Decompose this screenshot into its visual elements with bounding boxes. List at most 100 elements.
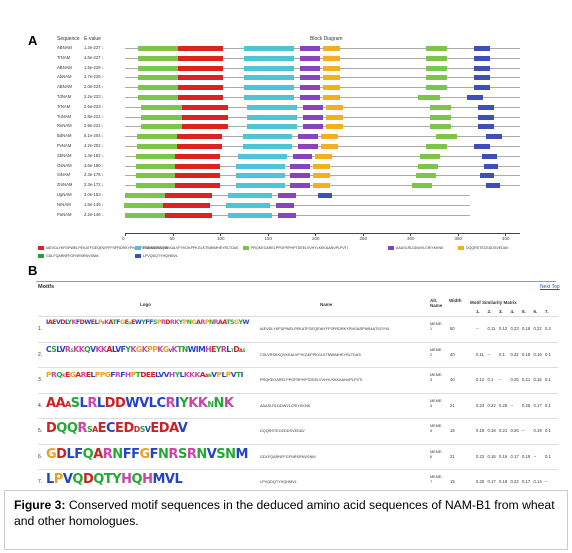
evalue: 5.1e-204 ↓ (84, 133, 104, 139)
similarity-matrix-header: Motif Similarity Matrix (470, 300, 517, 305)
motif-block (138, 95, 178, 100)
motif-number: 4. (38, 402, 43, 409)
motif-block (300, 46, 320, 51)
caption-text: Conserved motif sequences in the deduced… (14, 498, 555, 528)
motif-block (182, 114, 228, 120)
legend-swatch (388, 246, 394, 250)
motif-logo: AAASLRLDDWVLCRIYKKNNK (46, 395, 234, 411)
legend-text: PRQKEGARELPPGFRPHPTDEELVVHYLKKKAANVPLPVT… (251, 246, 348, 250)
evalue: 1.5e-228 ↓ (84, 64, 104, 70)
similarity-value: 0.21 (499, 428, 508, 433)
motif-block (276, 202, 294, 208)
table-top-rule (36, 281, 556, 282)
similarity-value: 0.12 (499, 326, 508, 331)
evalue: 2.3e-176 ↓ (84, 172, 104, 178)
motif-block (478, 124, 494, 130)
motif-width: 40 (450, 377, 455, 382)
evalue: 2.5e-223 ↓ (84, 103, 104, 109)
similarity-value: -- (476, 326, 479, 331)
motif-block (300, 85, 320, 91)
motif-block (293, 153, 312, 159)
similarity-value: 0.11 (476, 351, 484, 357)
motif-row: 1. IAEVDLYKFDWELPEKATFGEQEWYFFSPRDRKYPNGA… (38, 316, 558, 343)
similarity-value: 0.25 (476, 479, 485, 484)
sequence-name: ABNAM (57, 64, 72, 70)
motif-block (244, 85, 294, 91)
similarity-value: 0.18 (487, 428, 496, 433)
figure-caption: Figure 3: Conserved motif sequences in t… (14, 497, 559, 529)
motif-block (247, 104, 297, 110)
similarity-value: 0.17 (522, 479, 531, 484)
motif-block (178, 85, 223, 91)
motif-block (484, 163, 498, 169)
sequence-line (125, 204, 470, 206)
motif-block (426, 65, 447, 71)
motif-name: GDLFQARNFFGFNRSRNVSNM (260, 454, 316, 459)
sequence-name: ZmNAM (57, 182, 73, 188)
legend-text: GDLFQARNFFGFNRSRNVSNM (46, 254, 99, 258)
similarity-value: 0.18 (476, 428, 485, 433)
motif-logo: IAEVDLYKFDWELPEKATFGEQEWYFFSPRDRKYPNGARP… (46, 319, 249, 326)
motif-block (226, 202, 270, 208)
motif-block (175, 153, 220, 159)
motif-block (182, 104, 228, 110)
similarity-value: 0.23 (510, 326, 519, 331)
legend-swatch (243, 246, 249, 250)
tick-mark (172, 233, 174, 236)
motif-block (163, 202, 210, 208)
motif-block (137, 134, 177, 140)
motif-block (138, 55, 178, 61)
motif-block (228, 193, 272, 198)
panel-a-block-diagram: A Sequence E-value Block Diagram ABNAM 1.… (0, 0, 572, 258)
evalue: 3.7e-226 ↓ (84, 74, 104, 80)
motif-block (178, 75, 223, 81)
alt-name-header: Alt. Name (430, 298, 443, 308)
similarity-value: -- (487, 351, 491, 357)
motif-block (247, 114, 297, 120)
motif-block (244, 75, 294, 81)
next-top-link[interactable]: Next Top (540, 284, 560, 290)
sequence-name: TrNAM (57, 103, 71, 109)
legend-swatch (458, 246, 464, 250)
legend-text: LPVQDQTYHQHMVL (143, 254, 178, 258)
caption-box (4, 490, 568, 550)
evalue: 2.2e-146 ↓ (84, 211, 104, 217)
sequence-name: OsNAM (57, 162, 72, 168)
motif-block (323, 85, 340, 91)
motif-block (318, 193, 332, 198)
motif-logo: PRQKEGARELPPGFRFHPTDEELVVHYLKKKAANVPLPVT… (46, 370, 244, 379)
motif-block (138, 85, 178, 91)
similarity-value: 0.16 (533, 377, 542, 382)
motif-name: CSLVRSKKQVKKALVFYKGKPPKGLKTNWIMHEYRLTDAS (260, 352, 361, 357)
similarity-value: -- (545, 479, 548, 484)
motif-block (323, 65, 340, 71)
motif-block (482, 153, 497, 159)
motif-width: 40 (450, 351, 455, 357)
similarity-value: 0.22 (476, 453, 485, 459)
motif-block (125, 212, 165, 218)
motif-block (430, 114, 451, 120)
tick-mark (267, 233, 269, 236)
motif-name: IAEVDLYKFDPWELPEKATFGEQEWYFFSPRDRKYPNGAR… (260, 327, 389, 331)
motif-row: 6. GDLFQARNFFGFNRSRNVSNM GDLFQARNFFGFNRSRN… (38, 443, 558, 471)
tick-mark (410, 233, 411, 236)
similarity-value: -- (499, 377, 502, 382)
motif-width: 50 (450, 326, 455, 331)
motif-block (478, 114, 494, 120)
similarity-value: 0.19 (533, 428, 542, 433)
motif-block (138, 65, 178, 71)
motif-block (177, 144, 222, 149)
caption-label: Figure 3: (14, 498, 66, 512)
motif-block (175, 163, 220, 169)
sequence-line (125, 48, 520, 49)
motif-block (300, 95, 320, 100)
tick-label: 300 (407, 236, 415, 241)
evalue: 4.6e-227 ↓ (84, 54, 104, 60)
motif-width: 15 (450, 479, 455, 484)
motif-block (418, 163, 438, 169)
motif-block (278, 193, 296, 198)
tick-mark (457, 233, 459, 236)
matrix-column-header: 7. (545, 309, 549, 314)
similarity-value: 0.22 (510, 479, 519, 484)
similarity-value: 0.2 (545, 326, 551, 331)
